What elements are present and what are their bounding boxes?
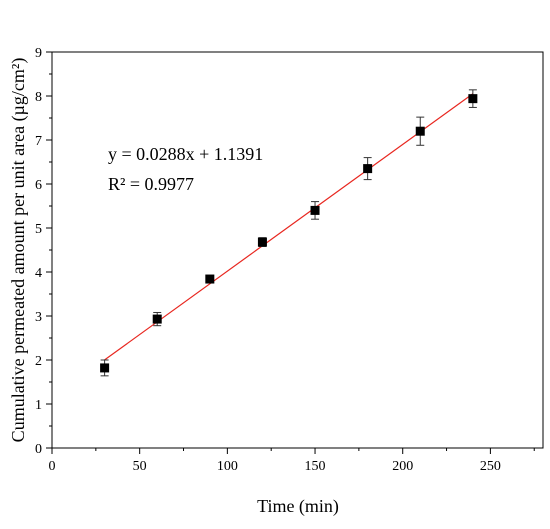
data-point: [257, 237, 267, 247]
plot-frame: [51, 51, 544, 449]
square-marker: [310, 205, 320, 215]
y-tick-label: 2: [35, 354, 42, 369]
y-tick-label: 3: [35, 310, 42, 325]
data-points: [100, 89, 478, 377]
square-marker: [415, 126, 425, 136]
square-marker: [257, 237, 267, 247]
y-tick-label: 0: [35, 442, 42, 457]
data-point: [205, 274, 215, 284]
square-marker: [152, 314, 162, 324]
square-marker: [100, 363, 110, 373]
data-point: [415, 116, 425, 146]
square-marker: [468, 94, 478, 104]
x-tick-label: 0: [49, 459, 56, 474]
x-tick-label: 50: [133, 459, 147, 474]
y-axis-label: Cumulative permeated amount per unit are…: [8, 58, 29, 443]
fit-line: [104, 93, 474, 361]
data-point: [363, 157, 373, 181]
y-axis-ticks: 0 1 2 3 4 5 6 7 8 9: [35, 46, 52, 457]
data-point: [152, 311, 162, 327]
x-tick-label: 200: [392, 459, 413, 474]
y-tick-label: 8: [35, 90, 42, 105]
y-tick-label: 4: [35, 266, 42, 281]
y-tick-label: 7: [35, 134, 42, 149]
fit-equation-annotation: y = 0.0288x + 1.1391: [108, 144, 263, 164]
y-tick-label: 6: [35, 178, 42, 193]
data-point: [468, 89, 478, 108]
square-marker: [205, 274, 215, 284]
y-tick-label: 9: [35, 46, 42, 61]
x-axis-ticks: 0 50 100 150 200 250: [49, 448, 535, 474]
x-tick-label: 250: [480, 459, 501, 474]
y-tick-label: 1: [35, 398, 42, 413]
data-point: [310, 201, 320, 220]
y-tick-label: 5: [35, 222, 42, 237]
data-point: [100, 359, 110, 377]
x-tick-label: 100: [217, 459, 238, 474]
square-marker: [363, 164, 373, 174]
x-axis-label: Time (min): [257, 496, 339, 517]
x-tick-label: 150: [305, 459, 326, 474]
r-squared-annotation: R² = 0.9977: [108, 174, 194, 194]
